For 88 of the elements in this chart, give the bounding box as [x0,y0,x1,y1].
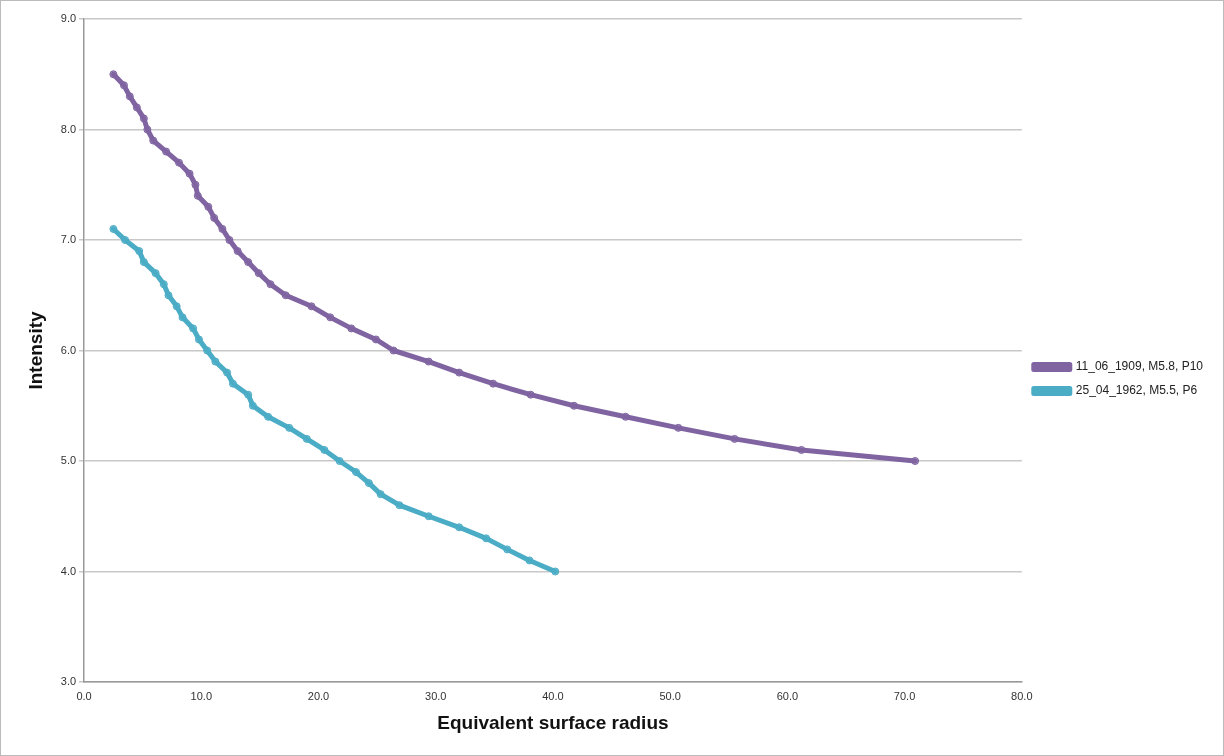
point [302,434,311,443]
point [424,357,433,366]
y-tick-label: 9.0 [60,12,77,25]
point [482,534,491,543]
y-tick-label: 7.0 [60,233,77,246]
x-tick-label: 60.0 [776,689,799,702]
point [218,224,227,233]
point [159,280,168,289]
point [570,401,579,410]
point [352,468,361,477]
y-tick-label: 6.0 [60,343,77,356]
x-tick-label: 40.0 [542,689,564,702]
point [164,291,173,300]
point [551,567,560,576]
point [193,191,202,200]
point [503,545,512,554]
point [621,412,630,421]
point [204,202,213,211]
point [674,423,683,432]
x-tick-label: 70.0 [893,689,916,702]
point [248,401,257,410]
point [526,390,535,399]
point [307,302,316,311]
point [223,368,232,377]
x-tick-label: 30.0 [425,689,447,702]
point [121,236,130,244]
point [132,103,141,112]
y-tick-label: 5.0 [60,454,77,467]
point [125,92,134,101]
point [162,147,171,156]
y-axis-title: Intensity [24,311,46,390]
point [172,302,181,311]
point [489,379,498,388]
x-tick-label: 10.0 [190,689,213,702]
point [244,390,253,399]
point [797,445,806,454]
point [225,236,234,244]
point [244,258,253,267]
legend-label: 25_04_1962, M5.5, P6 [1075,383,1198,398]
point [151,269,160,278]
point [455,368,464,377]
point [194,335,203,344]
point [285,423,294,432]
point [233,247,242,256]
point [178,313,187,322]
point [371,335,380,344]
point [424,512,433,521]
point [139,114,148,123]
point [525,556,534,565]
point [376,490,385,499]
point [347,324,356,333]
point [364,479,373,488]
point [135,247,144,256]
point [175,158,184,167]
point [149,136,158,145]
point [326,313,335,322]
point [455,523,464,532]
point [281,291,290,300]
point [185,169,194,178]
point [911,457,920,465]
point [211,357,220,366]
x-tick-label: 0.0 [76,689,92,702]
point [189,324,198,333]
point [203,346,212,355]
y-tick-label: 8.0 [60,122,77,135]
legend-label: 11_06_1909, M5.8, P10 [1075,359,1204,374]
point [210,213,219,222]
point [395,501,404,510]
x-tick-label: 50.0 [659,689,681,702]
y-tick-label: 4.0 [60,564,77,577]
x-axis-title: Equivalent surface radius [437,711,669,733]
point [389,346,398,355]
point [266,280,275,289]
point [228,379,237,388]
point [264,412,273,421]
point [320,445,329,454]
point [254,269,263,278]
x-tick-label: 20.0 [307,689,330,702]
y-tick-label: 3.0 [60,675,77,688]
point [335,457,344,465]
point [109,224,118,233]
point [730,434,739,443]
point [143,125,152,134]
point [191,180,200,189]
x-tick-label: 80.0 [1011,689,1033,702]
point [139,258,148,267]
point [119,81,128,90]
point [109,70,118,79]
